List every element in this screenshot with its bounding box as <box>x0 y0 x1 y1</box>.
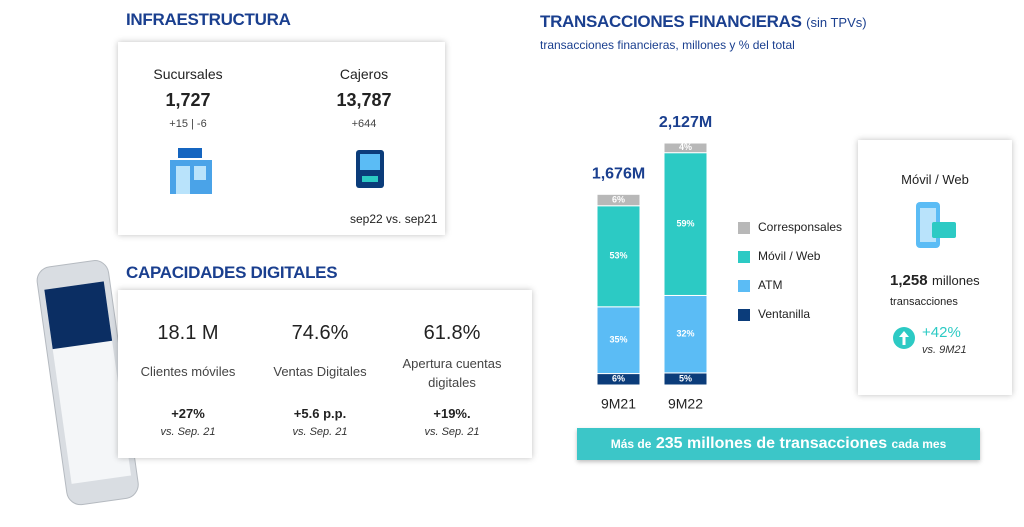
digital-change: +19%. <box>433 406 471 421</box>
segment-label: 6% <box>612 194 625 204</box>
segment-label: 5% <box>679 373 692 383</box>
x-tick-label: 9M21 <box>601 396 636 412</box>
chart-title-suffix: (sin TPVs) <box>806 15 867 30</box>
legend-label: ATM <box>758 278 782 292</box>
mobile-change: +42% <box>922 324 961 341</box>
segment-label: 32% <box>676 329 694 339</box>
mobile-icon <box>916 202 956 248</box>
total-label: 1,676M <box>592 166 645 183</box>
x-tick-label: 9M22 <box>668 396 703 412</box>
digital-value: 18.1 M <box>157 322 219 344</box>
chart: 6% 35% 53% 6% 1,676M 9M21 5% 32% 59% 4% 2,127M 9M22… <box>592 114 842 412</box>
segment-label: 53% <box>609 251 627 261</box>
legend-label: Corresponsales <box>758 220 842 234</box>
infra-card: Sucursales 1,727 +15 | -6 Cajeros 13,787… <box>118 42 445 235</box>
digital-card: 18.1 M Clientes móviles +27% vs. Sep. 21… <box>118 290 532 458</box>
chart-subtitle: transacciones financieras, millones y % … <box>540 38 795 52</box>
infra-change: +15 | -6 <box>169 118 207 130</box>
legend-swatch <box>738 251 750 263</box>
digital-label: Ventas Digitales <box>273 364 367 379</box>
mobile-value: 1,258 <box>890 272 928 289</box>
segment-label: 35% <box>609 335 627 345</box>
legend-swatch <box>738 222 750 234</box>
banner-bold: 235 millones de transacciones <box>655 435 888 452</box>
mobile-value-line: 1,258 millones <box>890 272 980 290</box>
mobile-desc: transacciones <box>890 296 958 308</box>
digital-note: vs. Sep. 21 <box>424 426 480 438</box>
digital-label: Clientes móviles <box>140 364 236 379</box>
chart-heading: TRANSACCIONES FINANCIERAS (sin TPVs) <box>540 12 867 32</box>
legend-swatch <box>738 309 750 321</box>
digital-change: +27% <box>171 406 205 421</box>
legend-label: Móvil / Web <box>758 249 821 263</box>
banner-post: cada mes <box>891 437 947 451</box>
segment-label: 59% <box>676 218 694 228</box>
atm-icon <box>356 150 384 188</box>
total-label: 2,127M <box>659 114 712 131</box>
segment-label: 4% <box>679 142 692 152</box>
bar-segment <box>663 142 708 154</box>
banner: Más de 235 millones de transacciones cad… <box>577 428 980 460</box>
phone-illustration <box>36 260 139 506</box>
bar-segment <box>663 294 708 374</box>
infra-note: sep22 vs. sep21 <box>350 212 438 226</box>
legend-swatch <box>738 280 750 292</box>
bar-segment <box>596 193 641 207</box>
digital-value: 74.6% <box>291 322 349 344</box>
digital-change: +5.6 p.p. <box>293 406 347 421</box>
mobile-unit: millones <box>932 273 980 288</box>
digital-note: vs. Sep. 21 <box>292 426 348 438</box>
banner-pre: Más de <box>610 437 652 451</box>
infra-label: Sucursales <box>153 66 223 82</box>
bar-segment <box>596 306 641 375</box>
branch-icon <box>170 148 212 194</box>
mobile-card: Móvil / Web 1,258 millones transacciones… <box>858 140 1012 395</box>
bar-segment <box>596 205 641 308</box>
chart-title: TRANSACCIONES FINANCIERAS <box>540 12 802 31</box>
mobile-note: vs. 9M21 <box>922 344 967 356</box>
legend-label: Ventanilla <box>758 307 810 321</box>
up-arrow-icon <box>893 327 915 349</box>
mobile-title: Móvil / Web <box>901 172 969 187</box>
infra-title: INFRAESTRUCTURA <box>126 10 291 29</box>
infra-label: Cajeros <box>339 66 389 82</box>
infra-value: 1,727 <box>165 90 211 110</box>
digital-title: CAPACIDADES DIGITALES <box>126 263 338 282</box>
infra-change: +644 <box>351 118 377 130</box>
digital-label: Apertura cuentas digitales <box>402 356 502 390</box>
infra-value: 13,787 <box>336 90 392 110</box>
segment-label: 6% <box>612 374 625 384</box>
digital-note: vs. Sep. 21 <box>160 426 216 438</box>
digital-value: 61.8% <box>423 322 481 344</box>
